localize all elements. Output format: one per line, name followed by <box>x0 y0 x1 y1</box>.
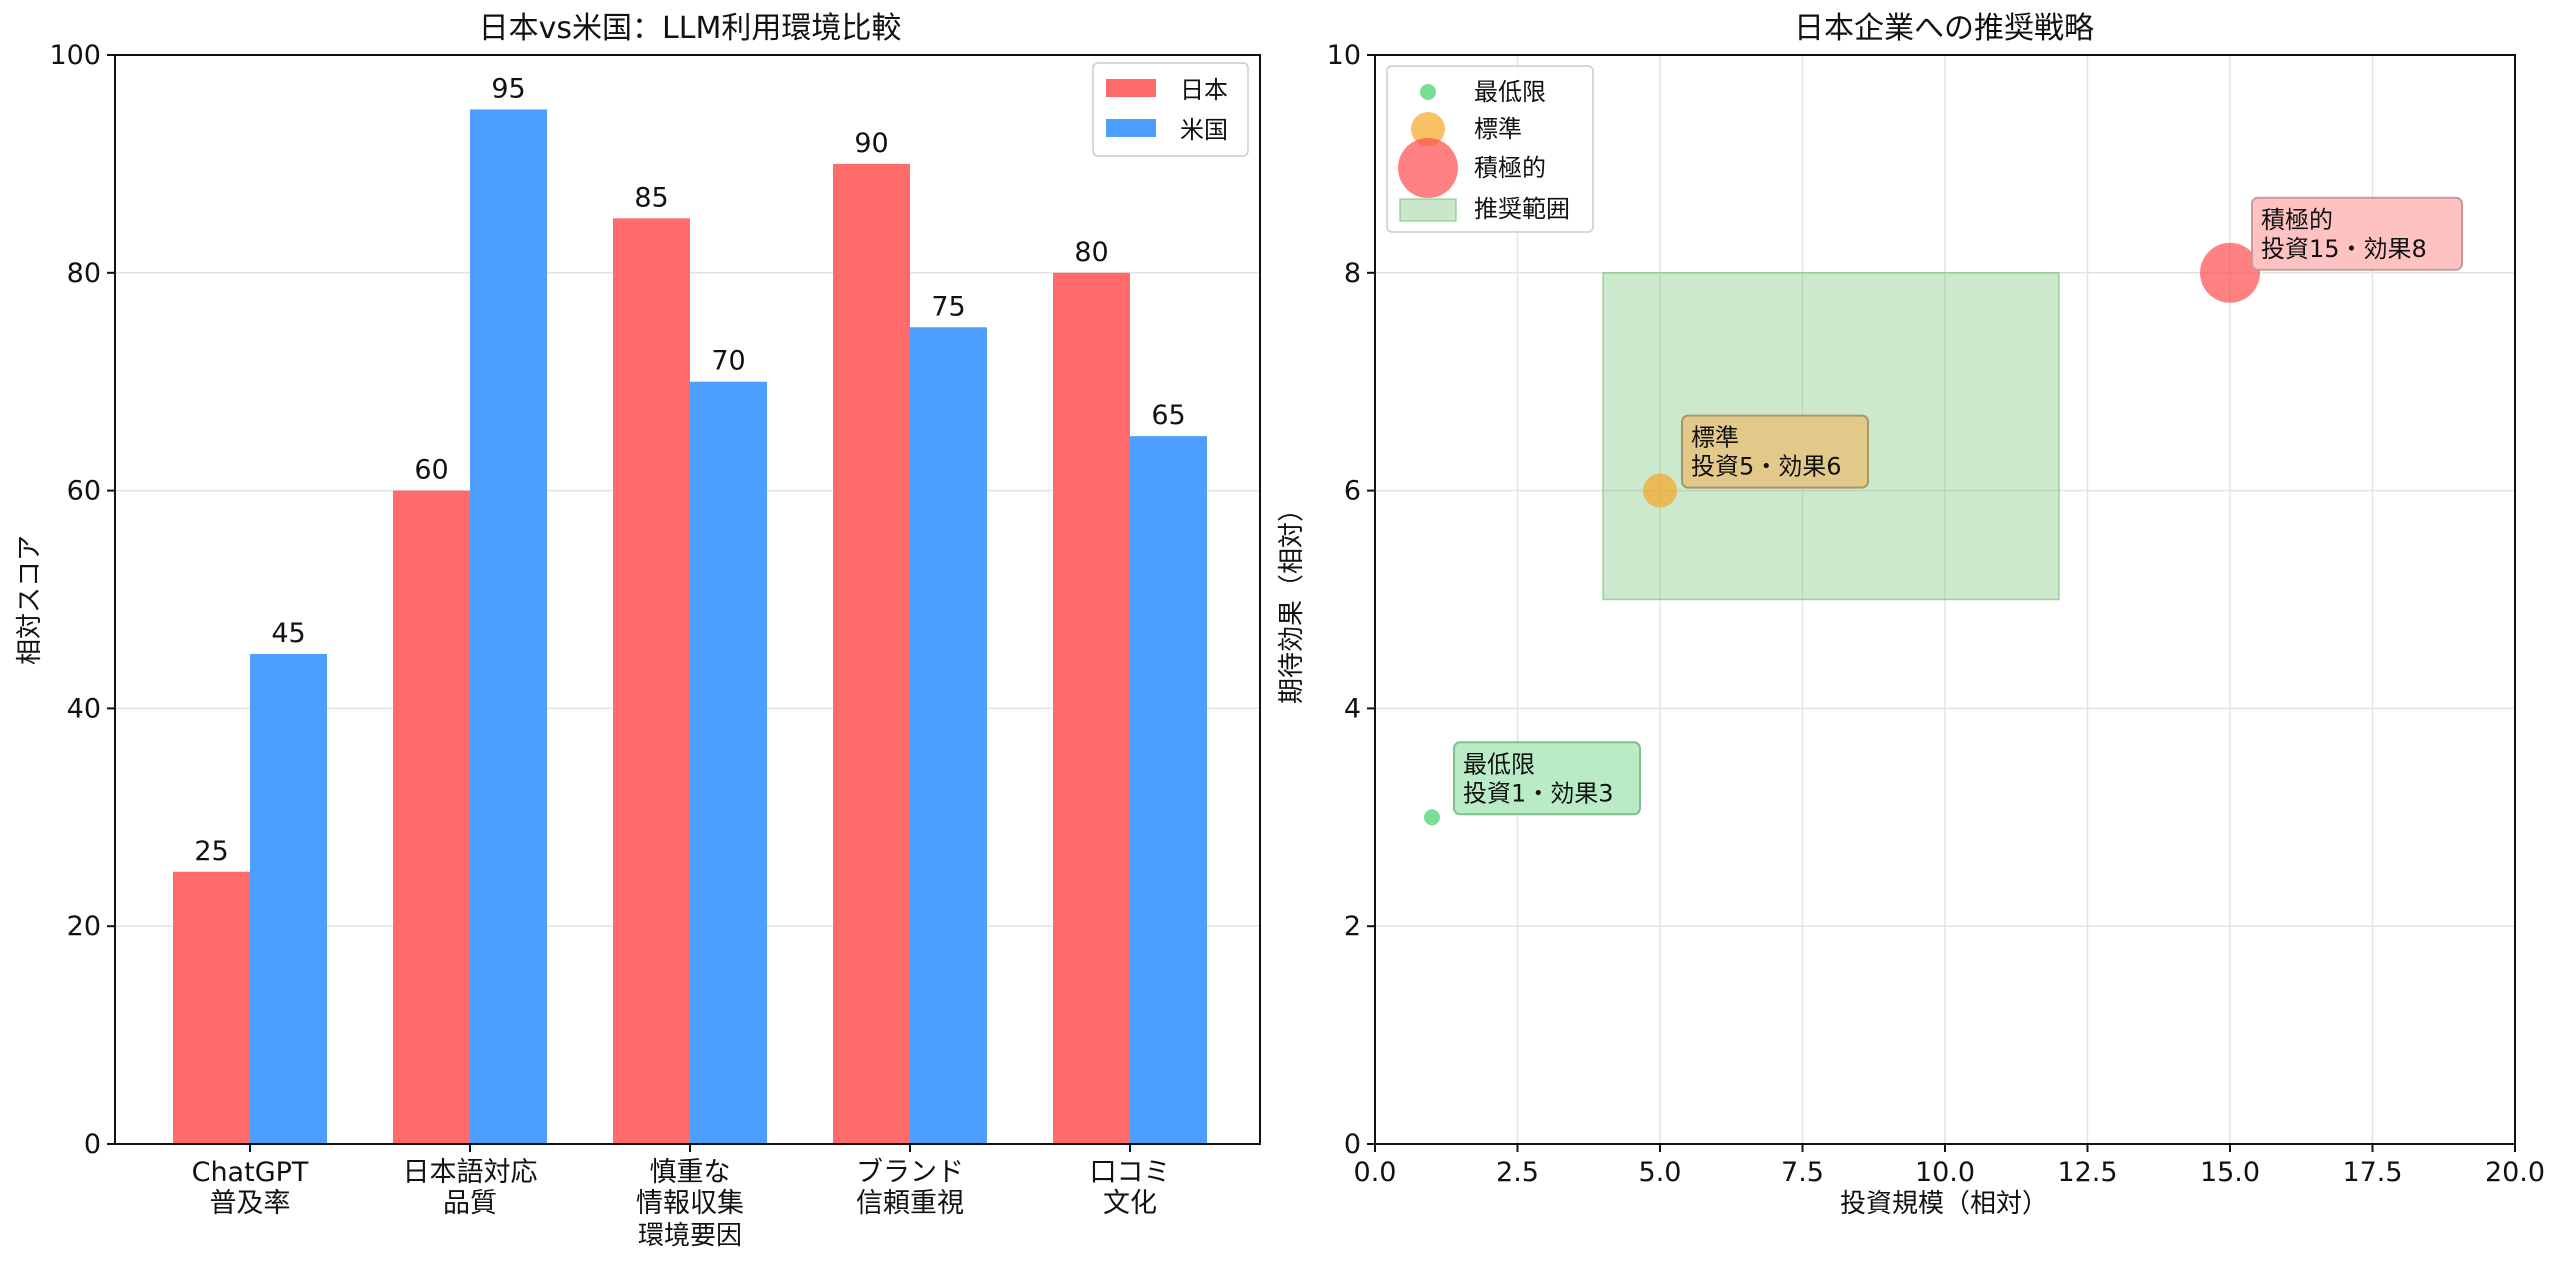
scatter-chart-points <box>1424 242 2260 826</box>
annotation-text: 標準投資5・効果6 <box>1691 424 1842 481</box>
x-tick-label: 0.0 <box>1354 1157 1397 1188</box>
bar-chart-y-axis-label: 相対スコア <box>15 535 45 665</box>
legend-label-standard: 標準 <box>1474 115 1522 143</box>
x-tick-label: 慎重な情報収集 <box>636 1157 744 1219</box>
legend-label-usa: 米国 <box>1180 116 1228 144</box>
bar-japan <box>173 871 250 1144</box>
x-tick-label: 12.5 <box>2057 1157 2117 1188</box>
bar-value-label: 75 <box>931 291 965 322</box>
y-tick-label: 4 <box>1344 693 1361 724</box>
x-tick-label: 口コミ文化 <box>1090 1157 1171 1219</box>
y-tick-label: 80 <box>67 258 101 289</box>
annotation-box <box>2251 196 2463 271</box>
y-tick-label: 100 <box>49 40 101 71</box>
x-tick-label: 17.5 <box>2342 1157 2402 1188</box>
x-tick-label: 15.0 <box>2200 1157 2260 1188</box>
bar-chart-title: 日本vs米国：LLM利用環境比較 <box>479 11 902 46</box>
x-tick-label: ブランド信頼重視 <box>856 1157 964 1219</box>
x-tick-label: 5.0 <box>1639 1157 1682 1188</box>
bar-usa <box>1130 436 1207 1144</box>
bar-chart-bars <box>173 109 1207 1145</box>
bar-usa <box>470 109 547 1145</box>
bar-usa <box>690 381 767 1144</box>
scatter-chart-y-axis-label: 期待効果（相対） <box>1277 496 1307 704</box>
bar-value-label: 45 <box>271 618 305 649</box>
bar-value-label: 90 <box>854 128 888 159</box>
bar-value-label: 95 <box>491 73 525 104</box>
scatter-chart-annotations: 最低限投資1・効果3 標準投資5・効果6 積極的投資15・効果8 <box>1453 196 2463 816</box>
bar-chart: 日本vs米国：LLM利用環境比較 25 45 60 95 85 70 90 75 80 65 0 2… <box>15 11 1261 1251</box>
bar-value-label: 25 <box>194 836 228 867</box>
annotation-medium: 標準投資5・効果6 <box>1681 414 1869 489</box>
bar-value-label: 85 <box>634 182 668 213</box>
bar-value-label: 60 <box>414 455 448 486</box>
bar-chart-frame <box>114 54 1261 1145</box>
legend-swatch-range <box>1399 198 1457 222</box>
point-large <box>2200 242 2260 303</box>
legend-marker-minimal <box>1420 84 1436 100</box>
point-medium <box>1643 473 1677 508</box>
bar-chart-legend: 日本 米国 <box>1092 62 1249 157</box>
legend-swatch-usa <box>1106 119 1156 137</box>
scatter-chart-title: 日本企業への推奨戦略 <box>1794 11 2094 46</box>
bar-usa <box>910 327 987 1144</box>
bar-chart-value-labels: 25 45 60 95 85 70 90 75 80 65 <box>194 73 1185 866</box>
legend-label-japan: 日本 <box>1180 76 1228 104</box>
y-tick-label: 40 <box>67 693 101 724</box>
bar-chart-x-axis-label: 環境要因 <box>638 1221 742 1251</box>
annotation-text: 積極的投資15・効果8 <box>2261 206 2427 263</box>
scatter-chart-y-ticks: 0 2 4 6 8 10 <box>1327 40 1375 1160</box>
legend-marker-aggressive <box>1398 138 1458 198</box>
bar-value-label: 70 <box>711 346 745 377</box>
bar-chart-y-ticks: 0 20 40 60 80 100 <box>49 40 115 1160</box>
legend-label-range: 推奨範囲 <box>1474 195 1570 223</box>
y-tick-label: 10 <box>1327 40 1361 71</box>
bar-japan <box>1053 272 1130 1144</box>
y-tick-label: 8 <box>1344 258 1361 289</box>
y-tick-label: 6 <box>1344 476 1361 507</box>
bar-japan <box>833 163 910 1144</box>
x-tick-label: 7.5 <box>1781 1157 1824 1188</box>
bar-value-label: 80 <box>1074 237 1108 268</box>
annotation-text: 最低限投資1・効果3 <box>1463 750 1614 807</box>
scatter-chart-x-axis-label: 投資規模（相対） <box>1840 1189 2048 1219</box>
annotation-large: 積極的投資15・効果8 <box>2251 196 2463 271</box>
scatter-chart: 日本企業への推奨戦略 最低限投資1・効果3 標準投資5・効果6 積極的投資15・効果… <box>1277 11 2545 1219</box>
y-tick-label: 60 <box>67 476 101 507</box>
legend-label-aggressive-text: 積極的 <box>1474 154 1546 182</box>
scatter-chart-x-ticks: 0.0 2.5 5.0 7.5 10.0 12.5 15.0 17.5 20.0 <box>1354 1144 2545 1188</box>
legend-swatch-japan <box>1106 79 1156 97</box>
x-tick-label: 20.0 <box>2485 1157 2545 1188</box>
bar-usa <box>250 653 327 1144</box>
y-tick-label: 0 <box>84 1129 101 1160</box>
annotation-small: 最低限投資1・効果3 <box>1453 741 1641 816</box>
legend-label-minimal: 最低限 <box>1474 78 1546 106</box>
x-tick-label: 日本語対応品質 <box>403 1157 538 1219</box>
bar-japan <box>613 218 690 1145</box>
point-small <box>1424 809 1440 826</box>
scatter-chart-legend: 最低限 標準 推奨範囲 積極的 推奨範囲 <box>1386 65 1594 233</box>
bar-value-label: 65 <box>1151 400 1185 431</box>
legend-marker-standard <box>1411 112 1445 146</box>
y-tick-label: 0 <box>1344 1129 1361 1160</box>
x-tick-label: 2.5 <box>1496 1157 1539 1188</box>
annotation-box <box>1681 414 1869 489</box>
y-tick-label: 20 <box>67 911 101 942</box>
x-tick-label: ChatGPT 普及率 <box>192 1157 309 1219</box>
x-tick-label: 10.0 <box>1915 1157 1975 1188</box>
bar-chart-x-ticks: ChatGPT 普及率 日本語対応品質 慎重な情報収集 ブランド信頼重視 口コミ文化 <box>192 1144 1171 1219</box>
y-tick-label: 2 <box>1344 911 1361 942</box>
bar-japan <box>393 490 470 1145</box>
annotation-box <box>1453 741 1641 816</box>
